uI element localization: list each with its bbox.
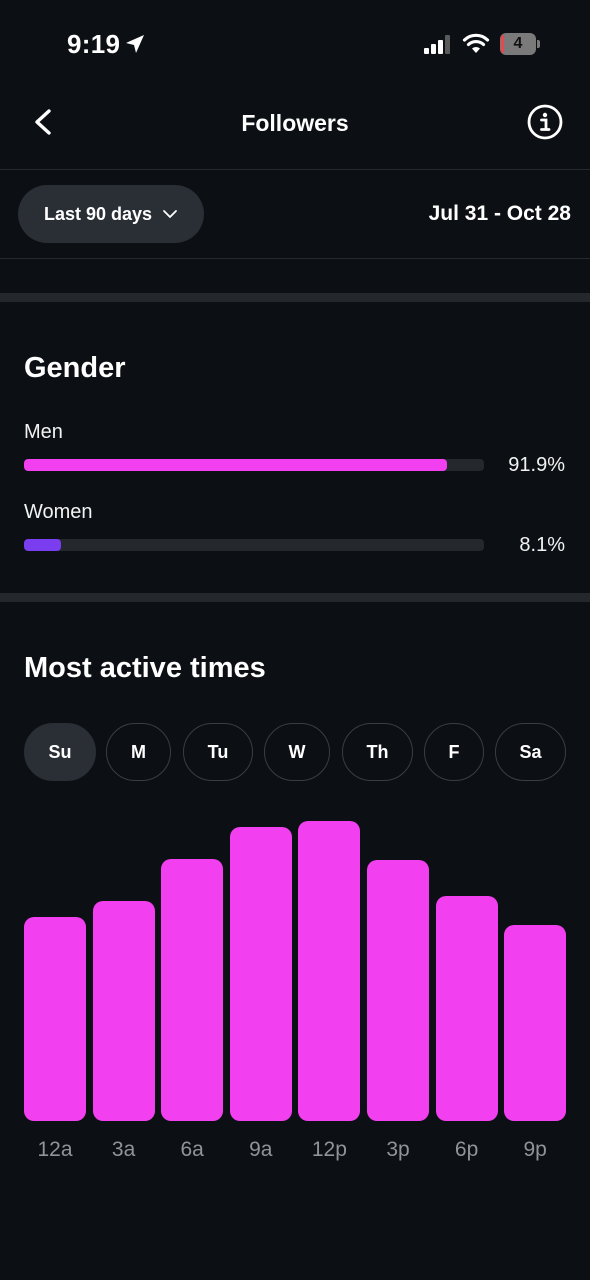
gender-percent-men: 91.9% xyxy=(508,454,565,476)
status-time: 9:19 xyxy=(67,29,121,59)
cellular-signal-icon xyxy=(424,35,450,54)
status-bar: 9:19 4 xyxy=(0,0,590,90)
day-tab-th[interactable]: Th xyxy=(342,723,413,781)
chart-bar-12p xyxy=(298,821,361,1121)
chart-bar-3p xyxy=(367,860,429,1121)
gender-bar-track-women xyxy=(24,539,484,551)
x-tick-label: 12a xyxy=(37,1138,73,1161)
x-tick-label: 9p xyxy=(523,1138,547,1161)
chart-bar-6p xyxy=(435,896,498,1121)
back-chevron-icon[interactable] xyxy=(26,104,62,140)
chevron-down-icon xyxy=(163,210,177,218)
chart-bar-6a xyxy=(161,858,224,1121)
date-range-label: Last 90 days xyxy=(43,203,153,224)
gender-title: Gender xyxy=(24,352,126,384)
x-tick-label: 12p xyxy=(311,1138,347,1161)
top-nav-bar: Followers xyxy=(0,90,590,170)
x-tick-label: 9a xyxy=(249,1138,273,1161)
active-times-bar-chart: 12a 3a 6a 9a 12p 3p 6p 9p xyxy=(0,800,590,1180)
most-active-times-title: Most active times xyxy=(24,652,266,684)
wifi-icon xyxy=(462,33,490,53)
day-tab-m[interactable]: M xyxy=(106,723,171,781)
gender-bar-fill-men xyxy=(24,459,447,471)
gender-label-men: Men xyxy=(24,421,63,443)
chart-bar-9p xyxy=(504,924,567,1121)
x-tick-label: 6p xyxy=(454,1138,479,1161)
battery-level: 4 xyxy=(513,35,523,52)
gender-percent-women: 8.1% xyxy=(519,534,565,556)
chart-bar-3a xyxy=(92,900,155,1121)
day-tab-f[interactable]: F xyxy=(424,723,484,781)
gender-bar-fill-women xyxy=(24,539,62,551)
x-tick-label: 6a xyxy=(180,1138,204,1161)
section-divider xyxy=(0,293,590,302)
chart-bar-12a xyxy=(24,917,86,1121)
day-tab-su[interactable]: Su xyxy=(24,723,96,781)
battery-indicator: 4 xyxy=(500,33,540,55)
date-filter-row: Last 90 days Jul 31 - Oct 28 xyxy=(0,171,590,259)
chart-bar-9a xyxy=(229,827,292,1121)
x-tick-label: 3p xyxy=(386,1138,410,1161)
gender-bar-track-men xyxy=(24,459,484,471)
day-tab-tu[interactable]: Tu xyxy=(183,723,253,781)
x-tick-label: 3a xyxy=(111,1138,136,1161)
gender-label-women: Women xyxy=(24,501,93,523)
day-tab-sa[interactable]: Sa xyxy=(495,723,566,781)
location-arrow-icon xyxy=(126,35,144,53)
section-divider xyxy=(0,593,590,602)
date-range-text: Jul 31 - Oct 28 xyxy=(428,202,571,225)
info-icon[interactable] xyxy=(526,103,564,141)
page-title: Followers xyxy=(241,110,349,136)
day-tab-w[interactable]: W xyxy=(264,723,330,781)
date-range-dropdown[interactable]: Last 90 days xyxy=(18,185,204,243)
